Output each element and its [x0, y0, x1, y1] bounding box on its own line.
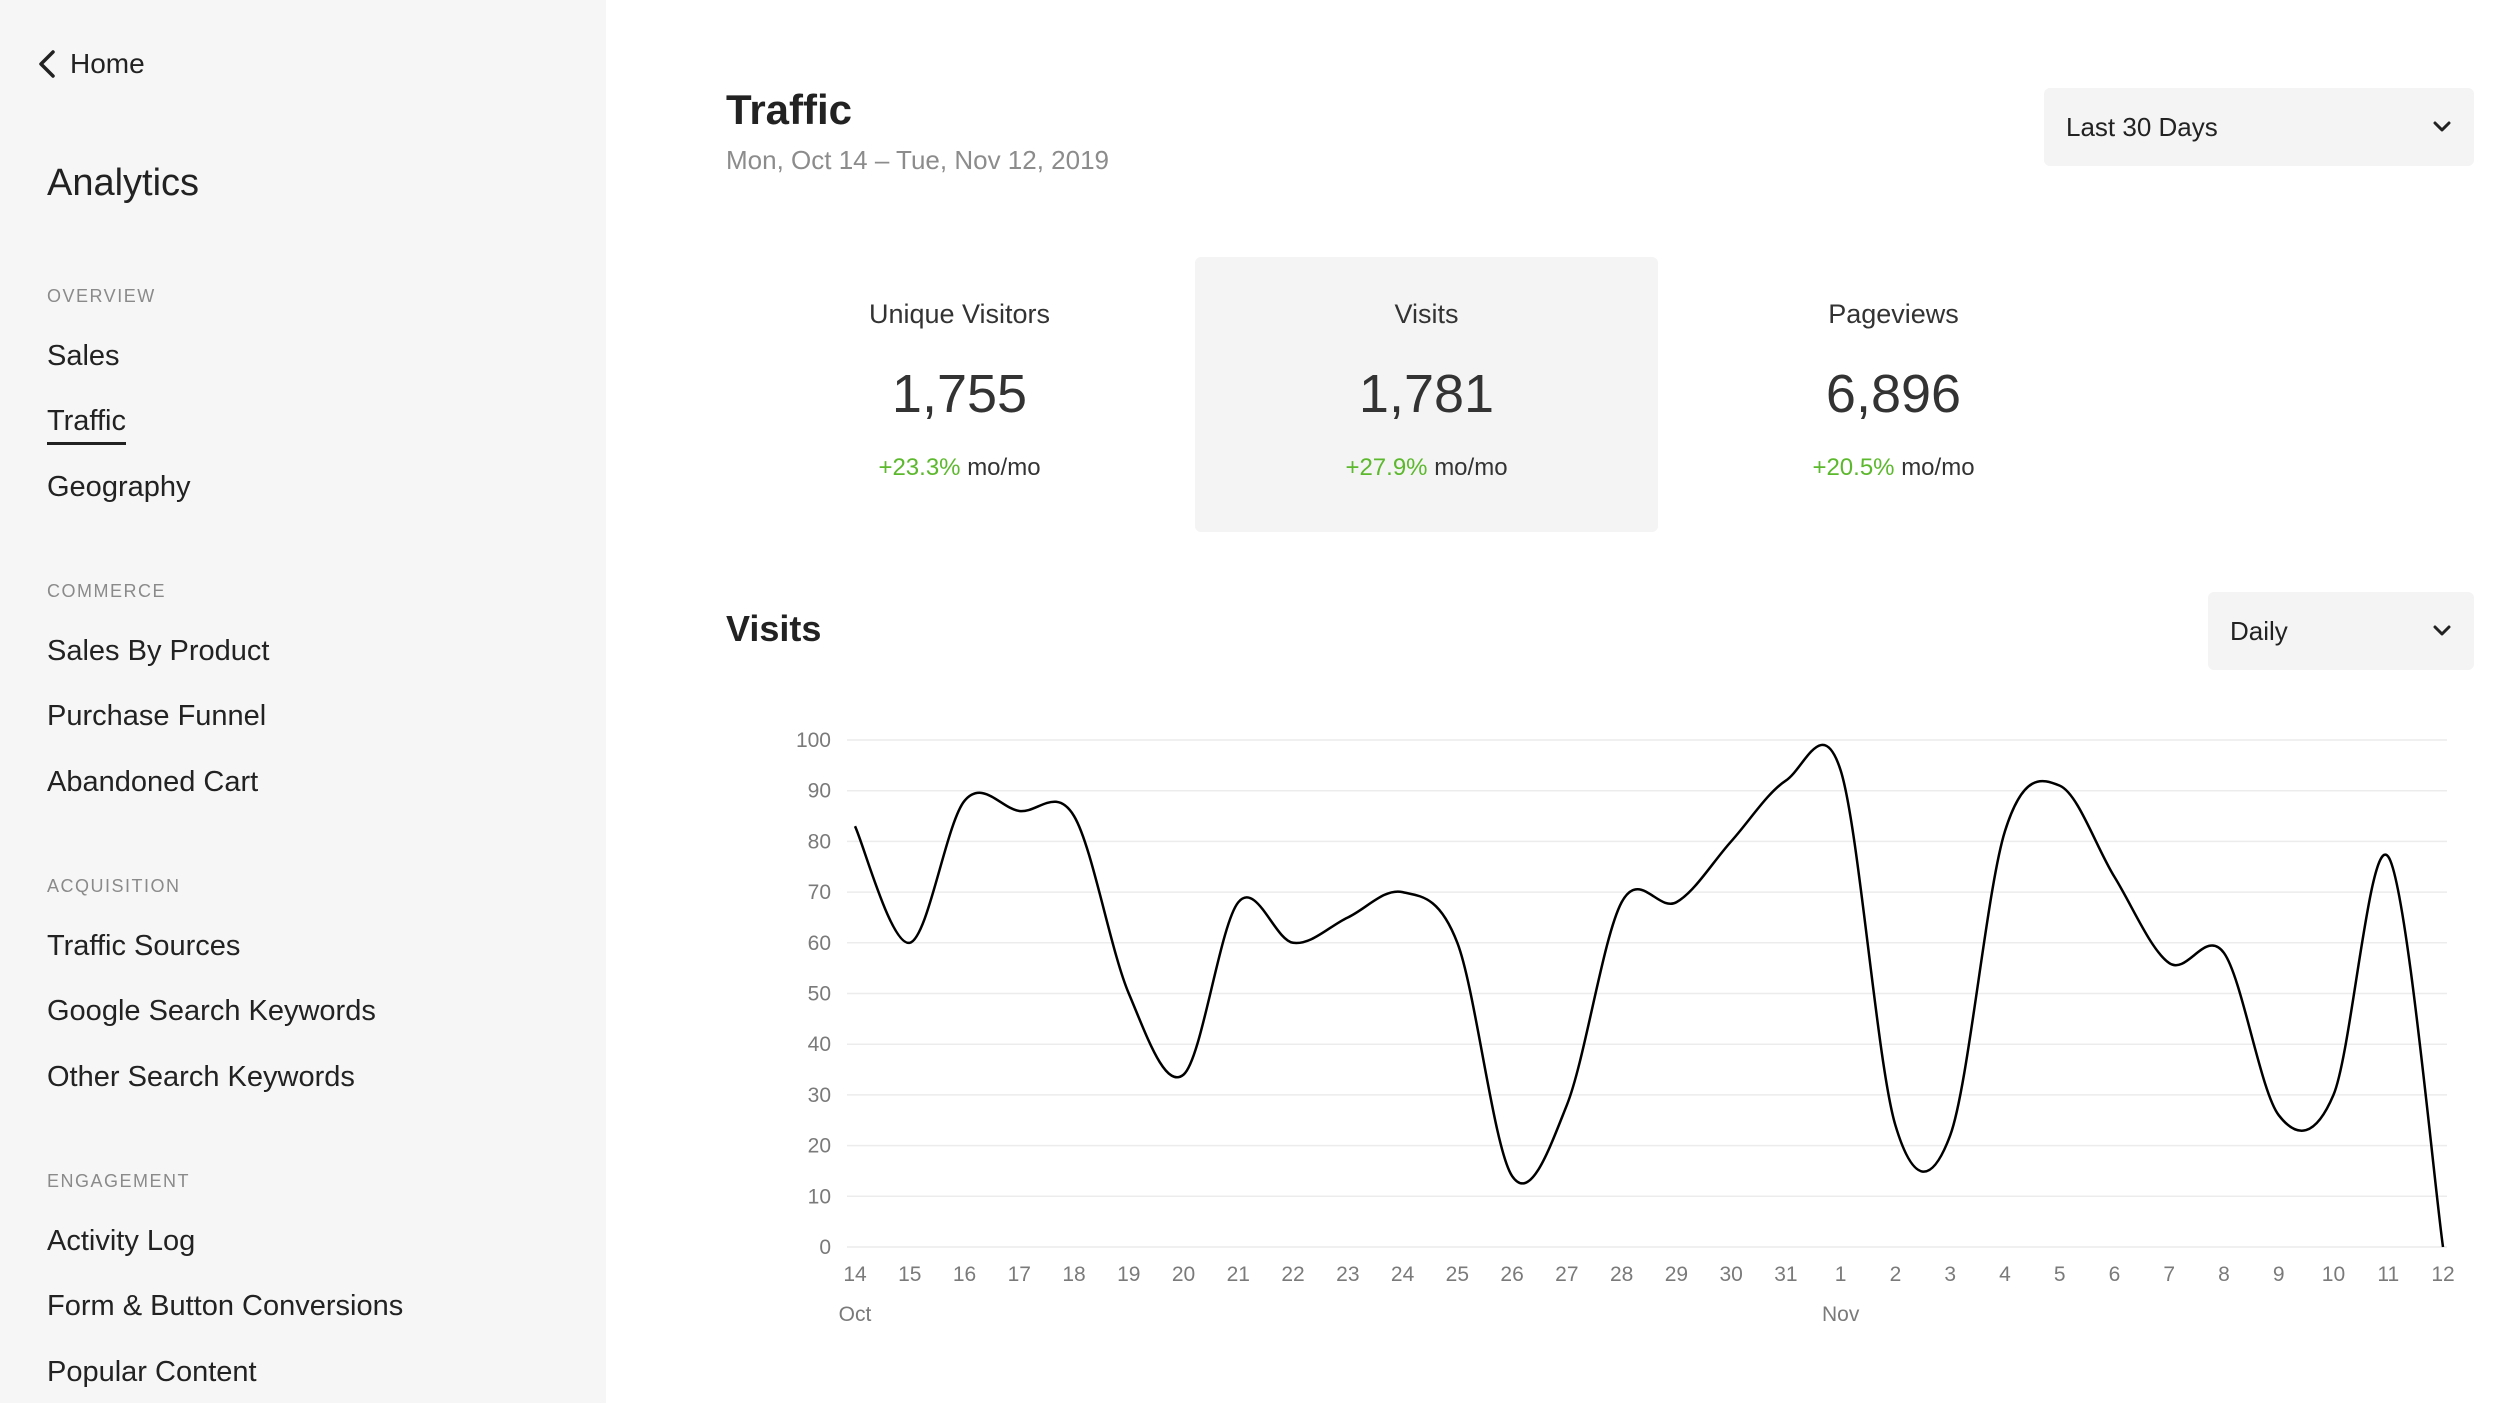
date-range-select-value: Last 30 Days — [2066, 111, 2218, 142]
x-tick-label: 25 — [1446, 1263, 1469, 1286]
home-link-label: Home — [70, 48, 145, 79]
x-tick-label: 29 — [1665, 1263, 1688, 1286]
metric-change-percent: +20.5% — [1812, 454, 1895, 481]
page-title: Traffic — [726, 86, 853, 133]
x-tick-label: 20 — [1172, 1263, 1195, 1286]
sidebar-item-other-search-keywords[interactable]: Other Search Keywords — [47, 1061, 355, 1093]
x-month-label: Oct — [839, 1303, 872, 1326]
metric-value: 6,896 — [1825, 364, 1962, 424]
sidebar: Home Analytics OVERVIEW Sales Traffic Ge… — [0, 0, 606, 1403]
x-tick-label: 12 — [2431, 1263, 2454, 1286]
sidebar-item-purchase-funnel[interactable]: Purchase Funnel — [47, 700, 267, 732]
sidebar-item-sales[interactable]: Sales — [47, 340, 120, 372]
y-tick-label: 80 — [808, 830, 831, 853]
metric-value: 1,781 — [1358, 364, 1495, 424]
interval-select-value: Daily — [2230, 615, 2288, 646]
sidebar-item-google-search-keywords[interactable]: Google Search Keywords — [47, 995, 376, 1027]
y-tick-label: 40 — [808, 1033, 831, 1056]
x-tick-label: 11 — [2377, 1263, 2399, 1286]
metric-change: +23.3% mo/mo — [728, 454, 1191, 482]
y-tick-label: 90 — [808, 780, 831, 803]
x-tick-label: 3 — [1944, 1263, 1956, 1286]
chevron-down-icon — [2433, 625, 2451, 636]
y-tick-label: 20 — [808, 1135, 831, 1158]
y-tick-label: 30 — [808, 1084, 831, 1107]
y-tick-label: 0 — [819, 1236, 831, 1259]
y-tick-label: 60 — [808, 932, 831, 955]
sidebar-item-geography[interactable]: Geography — [47, 471, 191, 503]
x-tick-label: 24 — [1391, 1263, 1415, 1286]
x-tick-label: 7 — [2163, 1263, 2175, 1286]
x-tick-label: 26 — [1500, 1263, 1523, 1286]
chevron-left-icon — [39, 50, 55, 78]
sidebar-item-popular-content[interactable]: Popular Content — [47, 1356, 257, 1388]
y-tick-label: 100 — [796, 729, 831, 752]
chart-title: Visits — [726, 608, 822, 649]
interval-select[interactable]: Daily — [2208, 592, 2474, 670]
x-tick-label: 23 — [1336, 1263, 1359, 1286]
section-label-acquisition: ACQUISITION — [47, 876, 181, 896]
y-tick-label: 50 — [808, 983, 831, 1006]
metric-value: 1,755 — [891, 364, 1028, 424]
x-tick-label: 9 — [2273, 1263, 2285, 1286]
metric-change-suffix: mo/mo — [967, 454, 1041, 481]
metric-card-visits[interactable]: Visits 1,781 +27.9% mo/mo — [1195, 257, 1658, 532]
x-tick-label: 1 — [1835, 1263, 1847, 1286]
metric-label: Visits — [1394, 299, 1459, 329]
metric-change: +27.9% mo/mo — [1195, 454, 1658, 482]
x-month-label: Nov — [1822, 1303, 1860, 1326]
x-tick-label: 21 — [1227, 1263, 1250, 1286]
x-tick-label: 31 — [1774, 1263, 1797, 1286]
x-tick-label: 18 — [1062, 1263, 1085, 1286]
x-tick-label: 2 — [1890, 1263, 1902, 1286]
sidebar-item-traffic-sources[interactable]: Traffic Sources — [47, 930, 241, 962]
sidebar-item-traffic[interactable]: Traffic — [47, 405, 126, 445]
date-range-select[interactable]: Last 30 Days — [2044, 88, 2474, 166]
home-back-link[interactable]: Home — [36, 48, 145, 80]
metric-change-suffix: mo/mo — [1434, 454, 1508, 481]
sidebar-item-form-button-conversions[interactable]: Form & Button Conversions — [47, 1290, 404, 1322]
sidebar-item-abandoned-cart[interactable]: Abandoned Cart — [47, 766, 259, 798]
y-tick-label: 70 — [808, 881, 831, 904]
sidebar-title: Analytics — [47, 162, 200, 204]
metric-label: Unique Visitors — [868, 299, 1051, 329]
x-tick-label: 16 — [953, 1263, 976, 1286]
x-tick-label: 22 — [1281, 1263, 1304, 1286]
x-tick-label: 8 — [2218, 1263, 2230, 1286]
y-tick-label: 10 — [808, 1185, 831, 1208]
x-tick-label: 14 — [843, 1263, 867, 1286]
x-tick-label: 4 — [1999, 1263, 2011, 1286]
metric-change-percent: +27.9% — [1345, 454, 1428, 481]
series-line-visits — [853, 743, 2445, 1248]
x-tick-label: 28 — [1610, 1263, 1633, 1286]
x-tick-label: 15 — [898, 1263, 921, 1286]
section-label-engagement: ENGAGEMENT — [47, 1171, 191, 1191]
sidebar-item-activity-log[interactable]: Activity Log — [47, 1225, 196, 1257]
metric-change: +20.5% mo/mo — [1662, 454, 2125, 482]
sidebar-item-sales-by-product[interactable]: Sales By Product — [47, 635, 270, 667]
x-tick-label: 30 — [1719, 1263, 1742, 1286]
chevron-down-icon — [2433, 121, 2451, 132]
x-tick-label: 19 — [1117, 1263, 1140, 1286]
date-range: Mon, Oct 14 – Tue, Nov 12, 2019 — [726, 145, 1110, 175]
x-tick-label: 17 — [1008, 1263, 1031, 1286]
section-label-commerce: COMMERCE — [47, 581, 166, 601]
metric-card-unique-visitors[interactable]: Unique Visitors 1,755 +23.3% mo/mo — [728, 257, 1191, 532]
x-tick-label: 27 — [1555, 1263, 1578, 1286]
metric-label: Pageviews — [1828, 299, 1959, 329]
x-tick-label: 6 — [2109, 1263, 2121, 1286]
section-label-overview: OVERVIEW — [47, 286, 156, 306]
metric-change-percent: +23.3% — [878, 454, 961, 481]
metric-change-suffix: mo/mo — [1901, 454, 1975, 481]
x-tick-label: 10 — [2322, 1263, 2345, 1286]
x-tick-label: 5 — [2054, 1263, 2066, 1286]
metric-card-pageviews[interactable]: Pageviews 6,896 +20.5% mo/mo — [1662, 257, 2125, 532]
